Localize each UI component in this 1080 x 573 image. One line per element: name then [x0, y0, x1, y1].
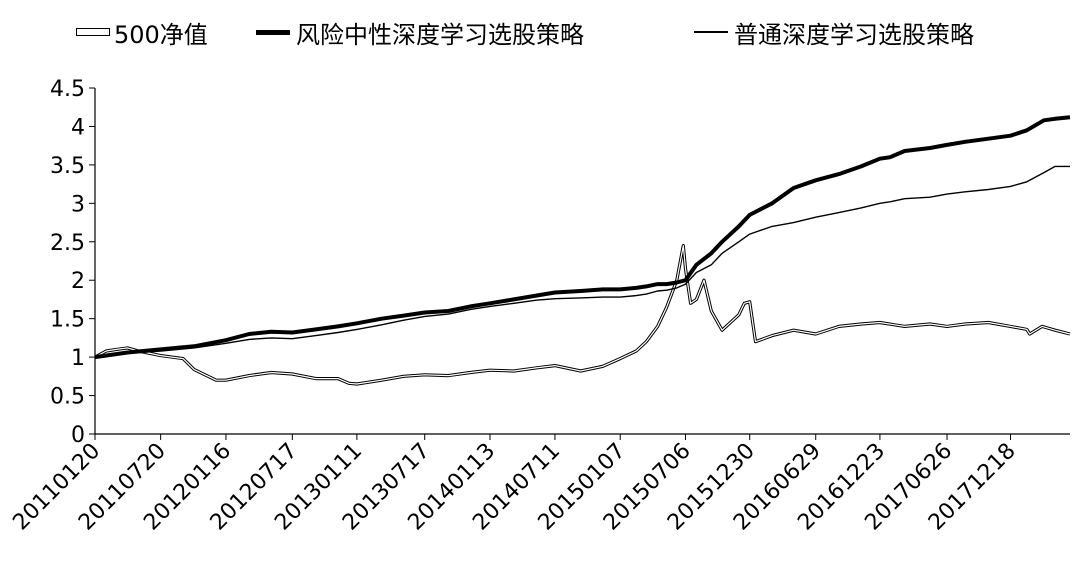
series-group: [94, 115, 1071, 386]
series-line-1-inner: [94, 245, 1071, 385]
y-tick-label: 2.5: [50, 231, 85, 256]
y-tick-label: 4: [71, 115, 85, 140]
legend-item-risk-neutral: 风险中性深度学习选股策略: [256, 14, 584, 50]
chart-legend: 500净值 风险中性深度学习选股策略 普通深度学习选股策略: [0, 14, 1080, 50]
series-line-3: [94, 165, 1070, 358]
legend-item-csi500: 500净值: [76, 14, 208, 50]
legend-label: 普通深度学习选股策略: [734, 20, 974, 49]
legend-swatch-thick: [256, 29, 290, 35]
y-tick-label: 4.5: [50, 77, 85, 102]
y-tick-label: 3: [71, 192, 85, 217]
legend-swatch-outline: [76, 28, 110, 36]
axes: 00.511.522.533.544.520110120201107202012…: [8, 77, 1070, 535]
y-tick-label: 3.5: [50, 154, 85, 179]
legend-label: 风险中性深度学习选股策略: [296, 20, 584, 49]
legend-swatch-thin: [694, 31, 728, 33]
legend-item-ordinary: 普通深度学习选股策略: [694, 14, 974, 50]
y-tick-label: 0: [71, 423, 85, 448]
series-line-2: [94, 115, 1071, 360]
legend-label: 500净值: [114, 20, 208, 49]
y-tick-label: 2: [71, 269, 85, 294]
y-tick-label: 1: [71, 346, 85, 371]
series-line-1-outer: [94, 244, 1071, 386]
y-tick-label: 0.5: [50, 385, 85, 410]
y-tick-label: 1.5: [50, 308, 85, 333]
